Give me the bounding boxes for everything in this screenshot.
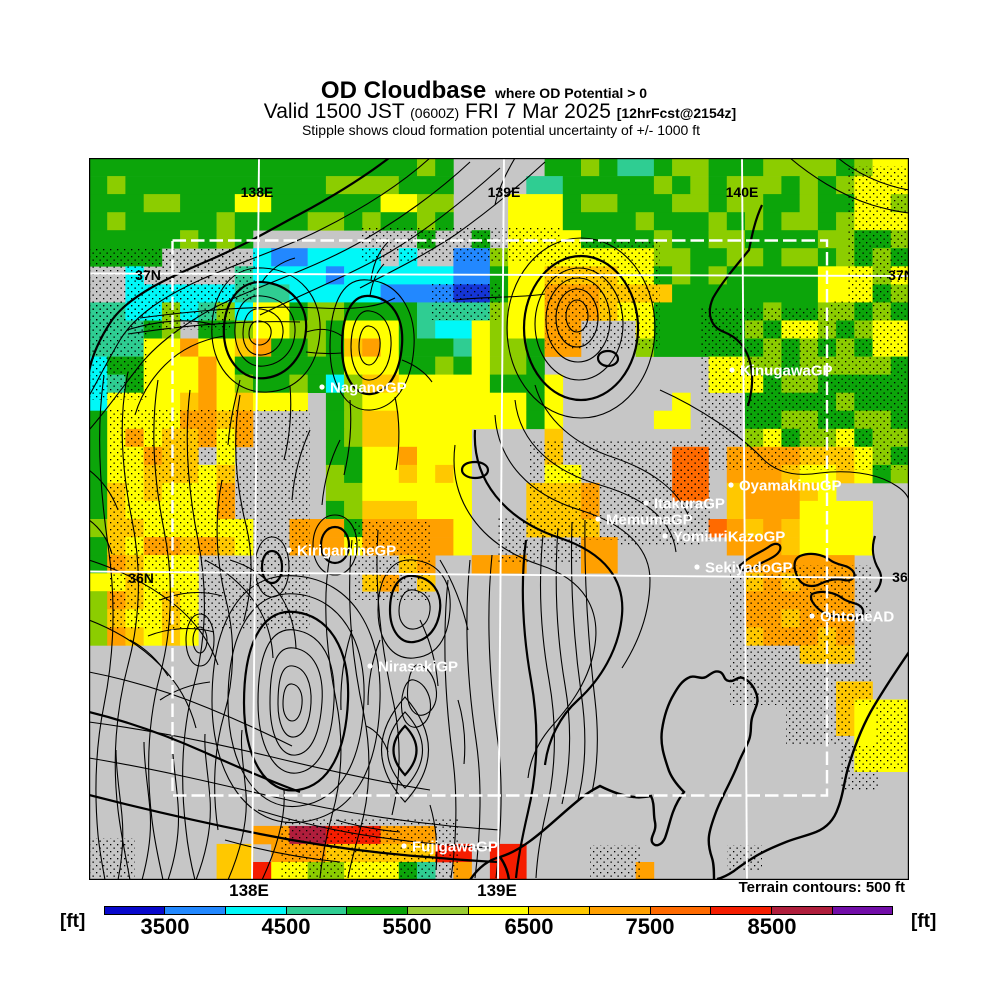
svg-text:OyamakinuGP: OyamakinuGP: [739, 478, 842, 495]
svg-text:NirasakiGP: NirasakiGP: [378, 659, 458, 676]
svg-text:SekiyadoGP: SekiyadoGP: [705, 560, 793, 577]
svg-text:37N: 37N: [888, 267, 909, 283]
svg-text:ItakuraGP: ItakuraGP: [654, 496, 725, 513]
svg-text:36N: 36N: [128, 570, 154, 586]
svg-text:36N: 36N: [892, 569, 909, 585]
svg-text:140E: 140E: [726, 184, 759, 200]
svg-text:139E: 139E: [488, 184, 521, 200]
svg-text:138E: 138E: [241, 184, 274, 200]
svg-text:KirigamineGP: KirigamineGP: [297, 543, 396, 560]
svg-text:NaganoGP: NaganoGP: [330, 380, 407, 397]
svg-text:YomiuriKazoGP: YomiuriKazoGP: [673, 529, 785, 546]
svg-text:KinugawaGP: KinugawaGP: [740, 363, 833, 380]
svg-text:37N: 37N: [135, 267, 161, 283]
svg-text:FujigawaGP: FujigawaGP: [412, 839, 498, 856]
svg-text:OhtoneAD: OhtoneAD: [820, 609, 894, 626]
svg-text:MemumaGP: MemumaGP: [606, 512, 693, 529]
